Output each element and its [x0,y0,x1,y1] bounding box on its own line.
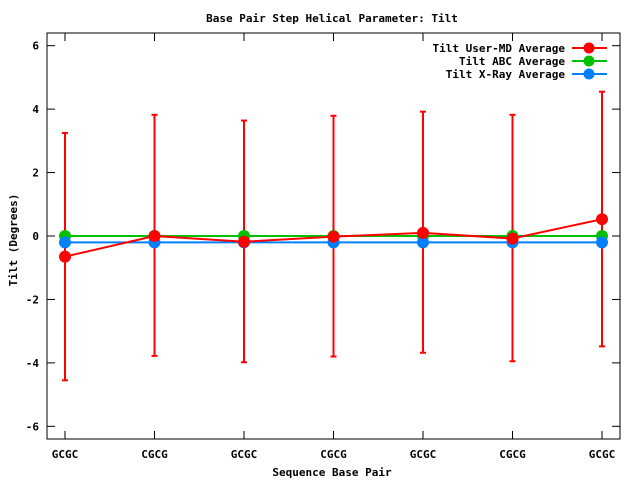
y-axis-label: Tilt (Degrees) [7,194,20,287]
data-point [596,236,608,249]
y-tick-label: 4 [32,103,39,116]
y-tick-label: -2 [26,293,39,306]
x-tick-label: CGCG [141,448,168,461]
data-point [596,213,608,226]
chart-title: Base Pair Step Helical Parameter: Tilt [206,12,458,25]
legend-swatch-marker [583,68,595,80]
x-tick-label: GCGC [52,448,79,461]
plot-area: -6 -4 -2 0 2 4 6 GCGC CGCG GCGC CGCG GCGC CGCG GCGC [26,32,621,461]
x-axis-label: Sequence Base Pair [272,466,392,479]
data-point [59,250,71,263]
legend-swatch-marker [583,42,595,54]
x-tick-label: GCGC [410,448,437,461]
data-point [59,236,71,249]
y-tick-label: 2 [32,167,39,180]
data-point [238,235,250,248]
y-tick-label: 6 [32,40,39,53]
legend-swatch-marker [583,55,595,67]
legend-label: Tilt ABC Average [459,55,565,68]
y-tick-label: -4 [26,357,40,370]
x-tick-label: CGCG [320,448,347,461]
data-point [417,226,429,239]
data-point [327,230,340,243]
legend-label: Tilt User-MD Average [433,42,566,55]
x-tick-label: CGCG [499,448,526,461]
data-point [148,230,161,242]
x-tick-label: GCGC [589,448,616,461]
legend-label: Tilt X-Ray Average [446,68,566,81]
data-point [506,232,519,245]
y-tick-label: 0 [32,230,39,243]
y-tick-label: -6 [26,420,40,433]
x-tick-label: GCGC [231,448,258,461]
